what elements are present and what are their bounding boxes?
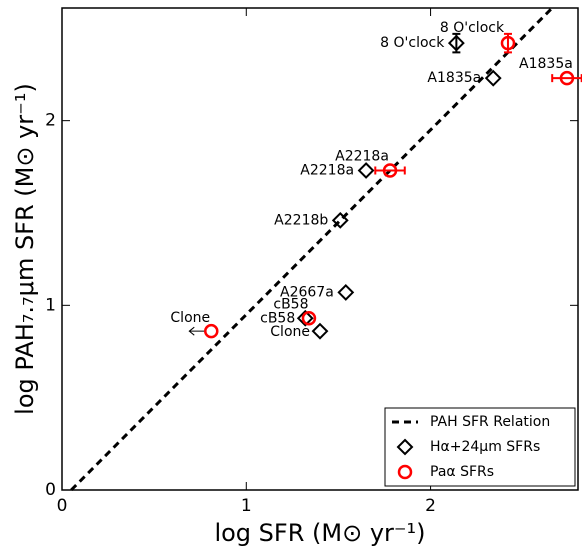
diamond-marker: [296, 309, 314, 327]
legend-label: Paα SFRs: [430, 464, 494, 480]
point-label: cB58: [273, 296, 308, 312]
point-label: 8 O'clock: [380, 35, 445, 51]
point-label: A2218a: [300, 163, 354, 179]
circle-marker: [500, 35, 516, 51]
circle-marker: [559, 70, 575, 86]
point-label: A2667a: [280, 284, 334, 300]
diamond-marker: [311, 322, 329, 340]
y-axis-label: log PAH₇.₇μm SFR (M⊙ yr⁻¹): [11, 83, 39, 415]
relation-line: [70, 6, 554, 492]
legend-label: PAH SFR Relation: [430, 414, 550, 430]
y-tick-label: 2: [45, 111, 56, 131]
x-tick-label: 0: [57, 496, 68, 516]
diamond-marker: [331, 211, 349, 229]
upper-limit-arrow: [188, 326, 206, 336]
circle-marker: [301, 311, 317, 326]
legend-marker: [397, 464, 413, 480]
diamond-marker: [337, 283, 355, 301]
point-label: A1835a: [519, 56, 573, 72]
point-label: cB58: [260, 310, 295, 326]
x-tick-label: 2: [425, 496, 436, 516]
point-label: A2218b: [274, 212, 328, 228]
plot-frame: [61, 7, 579, 491]
y-tick-label: 1: [45, 295, 56, 315]
point-label: A1835a: [427, 70, 481, 86]
diamond-marker: [357, 162, 375, 179]
diamond-marker: [484, 69, 502, 87]
circle-marker: [382, 163, 398, 178]
point-label: A2218a: [335, 149, 389, 165]
point-label: Clone: [270, 324, 310, 340]
x-tick-label: 1: [241, 496, 252, 516]
point-label: Clone: [170, 310, 210, 326]
legend-marker: [396, 438, 414, 456]
point-label: 8 O'clock: [440, 20, 505, 36]
circle-marker: [204, 323, 219, 339]
diamond-marker: [447, 34, 465, 52]
x-error-bar: [374, 166, 406, 175]
x-axis-label: log SFR (M⊙ yr⁻¹): [214, 519, 425, 547]
y-tick-label: 0: [45, 480, 56, 500]
legend-label: Hα+24μm SFRs: [430, 439, 540, 455]
